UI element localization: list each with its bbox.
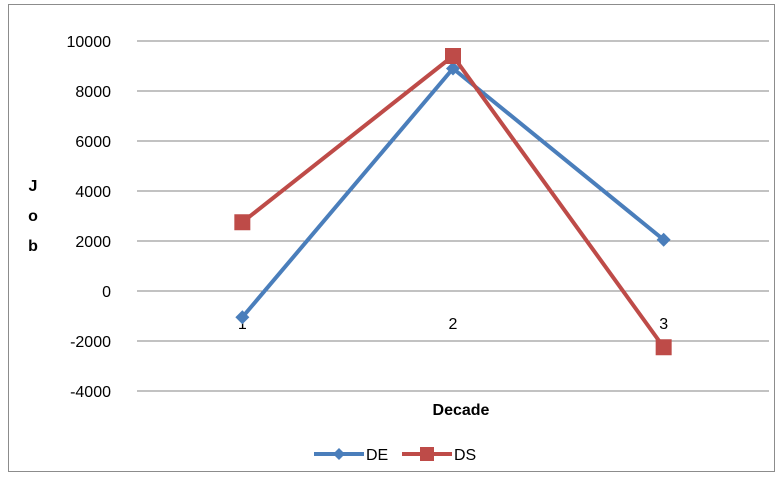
y-tick-label: 8000 bbox=[75, 84, 111, 101]
y-tick-label: 4000 bbox=[75, 184, 111, 201]
legend-item-ds: DS bbox=[402, 447, 476, 464]
gridlines bbox=[137, 40, 769, 392]
x-tick-label: 3 bbox=[659, 316, 668, 333]
y-axis-title-letter: J bbox=[29, 178, 38, 195]
legend-marker bbox=[420, 447, 434, 461]
y-tick-label: -2000 bbox=[70, 334, 111, 351]
legend-label: DE bbox=[366, 447, 388, 464]
series-line bbox=[240, 66, 665, 319]
legend-marker bbox=[333, 448, 345, 460]
y-tick-label: 10000 bbox=[67, 34, 112, 51]
legend-item-de: DE bbox=[314, 447, 388, 464]
y-tick-label: 2000 bbox=[75, 234, 111, 251]
y-tick-label: 0 bbox=[102, 284, 111, 301]
y-tick-label: 6000 bbox=[75, 134, 111, 151]
legend-label: DS bbox=[454, 447, 476, 464]
line-chart: 10000 8000 6000 4000 2000 0 -2000 -4000 1 2 3 Job… bbox=[28, 34, 769, 464]
x-tick-labels: 1 2 3 bbox=[238, 316, 668, 333]
series-ds bbox=[234, 48, 672, 356]
legend: DE DS bbox=[314, 447, 476, 464]
series-line bbox=[241, 54, 666, 349]
data-point bbox=[445, 48, 461, 64]
data-point bbox=[655, 339, 672, 356]
x-tick-label: 2 bbox=[449, 316, 458, 333]
data-point bbox=[446, 61, 460, 76]
series-de bbox=[235, 61, 671, 325]
x-axis-title: Decade bbox=[433, 402, 490, 419]
y-axis-title: Job bbox=[28, 178, 38, 255]
data-point bbox=[656, 232, 671, 247]
data-point bbox=[235, 310, 250, 325]
y-axis-title-letter: b bbox=[28, 238, 38, 255]
data-point bbox=[234, 214, 251, 231]
x-tick-label: 1 bbox=[238, 316, 247, 333]
y-tick-labels: 10000 8000 6000 4000 2000 0 -2000 -4000 bbox=[67, 34, 112, 401]
series-layer bbox=[234, 48, 672, 356]
y-tick-label: -4000 bbox=[70, 384, 111, 401]
y-axis-title-letter: o bbox=[28, 208, 38, 225]
